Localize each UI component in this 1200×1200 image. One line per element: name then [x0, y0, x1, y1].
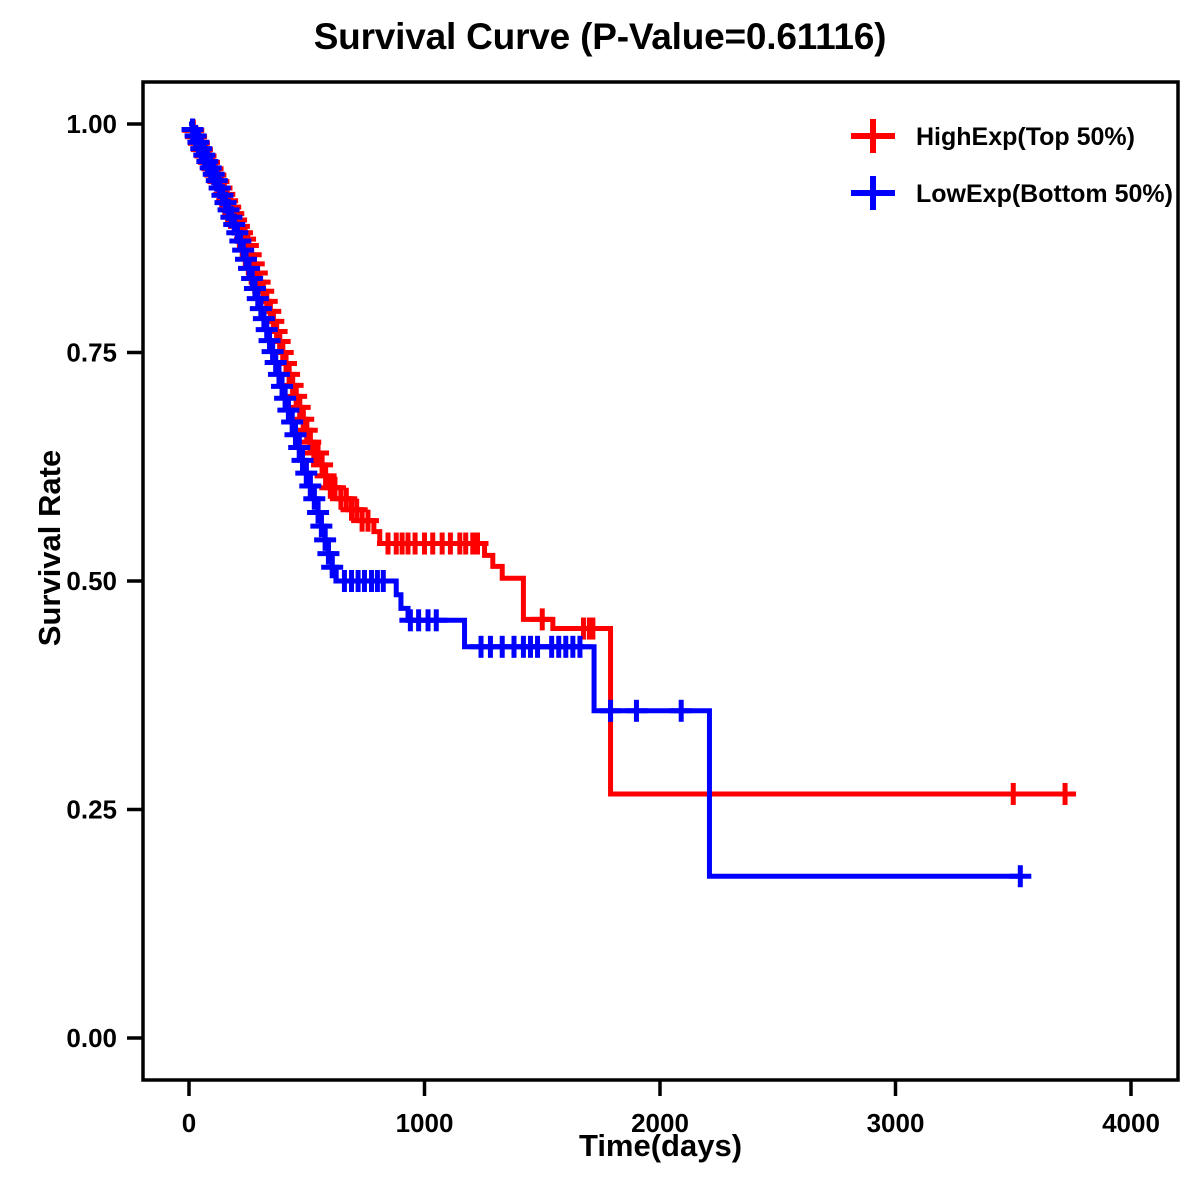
censor-mark — [670, 699, 693, 722]
censor-mark — [261, 340, 284, 363]
censor-mark — [299, 474, 322, 497]
page-title: Survival Curve (P-Value=0.61116) — [313, 16, 887, 57]
x-tick-label: 0 — [182, 1108, 196, 1138]
censor-mark — [568, 635, 591, 658]
censor-mark — [625, 699, 648, 722]
series-layer — [181, 118, 1077, 888]
censor-mark — [303, 487, 326, 510]
censor-mark — [317, 542, 340, 565]
censor-mark — [321, 556, 344, 579]
censor-mark — [264, 351, 287, 374]
x-axis-ticks: 0 1000 2000 3000 4000 — [182, 1080, 1160, 1138]
censor-mark — [241, 267, 264, 290]
censor-mark — [277, 399, 300, 422]
y-tick-label: 0.25 — [66, 795, 117, 825]
censor-mark — [274, 387, 297, 410]
censor-mark — [238, 257, 261, 280]
x-tick-label: 4000 — [1102, 1108, 1160, 1138]
censor-mark — [307, 442, 330, 465]
censor-mark — [1054, 782, 1077, 805]
censor-mark — [271, 375, 294, 398]
y-tick-label: 0.50 — [66, 566, 117, 596]
y-tick-label: 1.00 — [66, 109, 117, 139]
censor-mark — [356, 509, 379, 532]
censor-mark — [314, 464, 337, 487]
censor-mark — [310, 515, 333, 538]
y-axis-ticks: 0.00 0.25 0.50 0.75 1.00 — [66, 109, 143, 1053]
x-axis-label: Time(days) — [578, 1128, 743, 1163]
censor-mark — [292, 408, 315, 431]
censor-mark — [1002, 782, 1025, 805]
censor-mark — [249, 297, 272, 320]
censor-mark — [281, 410, 304, 433]
censor-mark — [372, 570, 395, 592]
censor-mark — [531, 608, 554, 631]
censor-mark — [288, 436, 311, 459]
legend-item[interactable]: HighExp(Top 50%) — [851, 119, 1135, 153]
censor-mark — [267, 363, 290, 386]
x-tick-label: 3000 — [867, 1108, 925, 1138]
censor-mark — [288, 396, 311, 419]
censor-mark — [255, 318, 278, 341]
censor-mark — [295, 462, 318, 485]
censor-mark — [291, 449, 314, 472]
censor-mark — [1009, 865, 1032, 888]
censor-mark — [284, 423, 307, 446]
censor-mark — [599, 699, 622, 722]
y-tick-label: 0.75 — [66, 338, 117, 368]
series-low-exp — [181, 118, 1032, 888]
censor-mark — [243, 277, 266, 300]
legend-label: HighExp(Top 50%) — [916, 123, 1135, 151]
censor-mark — [311, 453, 334, 476]
censor-mark — [425, 609, 448, 632]
censor-mark — [466, 532, 489, 555]
censor-mark — [307, 501, 330, 524]
y-tick-label: 0.00 — [66, 1023, 117, 1053]
censor-mark — [252, 307, 275, 330]
chart-legend: HighExp(Top 50%) LowExp(Bottom 50%) — [851, 119, 1173, 210]
plot-frame — [141, 80, 1180, 1082]
censor-mark — [314, 528, 337, 551]
series-high-exp — [182, 119, 1077, 805]
censor-mark — [246, 287, 269, 310]
censor-mark — [258, 329, 281, 352]
x-tick-label: 2000 — [631, 1108, 689, 1138]
x-tick-label: 1000 — [396, 1108, 454, 1138]
legend-item[interactable]: LowExp(Bottom 50%) — [851, 176, 1173, 210]
censor-mark — [295, 419, 318, 442]
legend-label: LowExp(Bottom 50%) — [916, 180, 1173, 208]
censor-mark — [581, 617, 604, 640]
